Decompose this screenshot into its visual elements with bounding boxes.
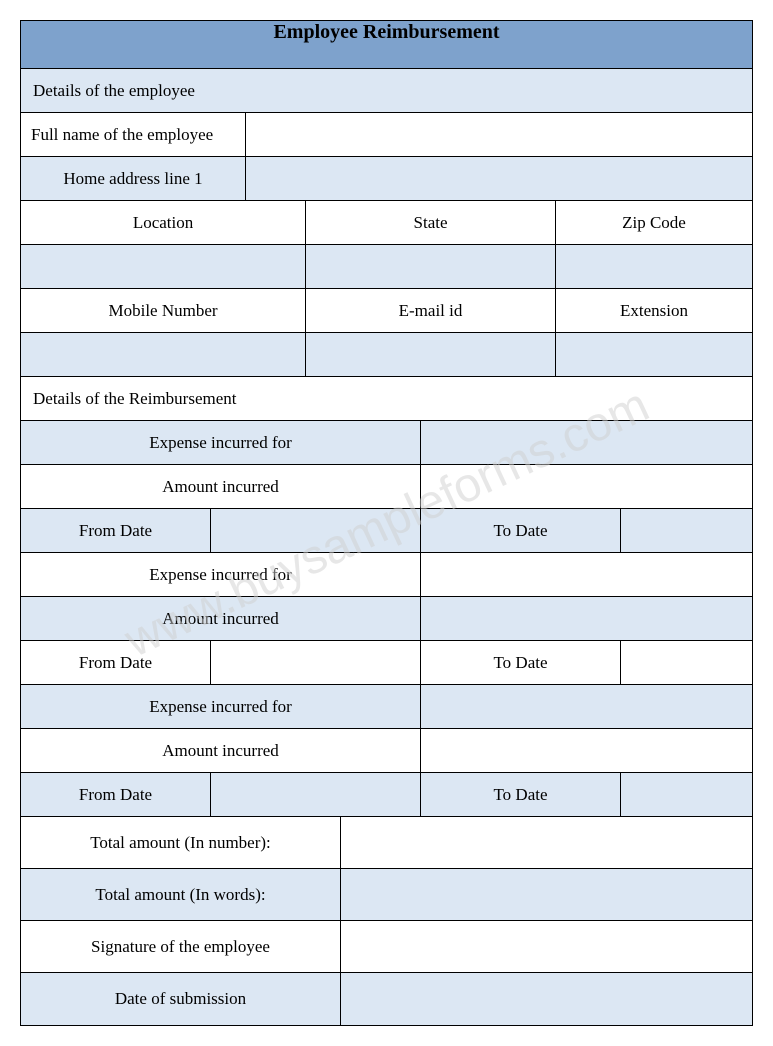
- total-words-input[interactable]: [341, 869, 752, 920]
- ext-label: Extension: [556, 289, 752, 332]
- expense2-label-row: Expense incurred for: [21, 553, 752, 597]
- dates1-row: From Date To Date: [21, 509, 752, 553]
- email-label: E-mail id: [306, 289, 556, 332]
- expense3-input[interactable]: [421, 685, 752, 728]
- ext-input[interactable]: [556, 333, 752, 376]
- address-input[interactable]: [246, 157, 752, 200]
- from-date3-input[interactable]: [211, 773, 421, 816]
- to-date3-input[interactable]: [621, 773, 752, 816]
- address-label: Home address line 1: [21, 157, 246, 200]
- form-title: Employee Reimbursement: [273, 21, 499, 68]
- full-name-input[interactable]: [246, 113, 752, 156]
- signature-input[interactable]: [341, 921, 752, 972]
- amount1-label: Amount incurred: [21, 465, 421, 508]
- reimbursement-details-header: Details of the Reimbursement: [21, 377, 752, 421]
- dates2-row: From Date To Date: [21, 641, 752, 685]
- employee-details-label: Details of the employee: [33, 81, 195, 101]
- amount3-label: Amount incurred: [21, 729, 421, 772]
- email-input[interactable]: [306, 333, 556, 376]
- form-title-row: Employee Reimbursement: [21, 21, 752, 69]
- from-date3-label: From Date: [21, 773, 211, 816]
- to-date3-label: To Date: [421, 773, 621, 816]
- expense2-input[interactable]: [421, 553, 752, 596]
- amount3-input[interactable]: [421, 729, 752, 772]
- total-number-row: Total amount (In number):: [21, 817, 752, 869]
- full-name-row: Full name of the employee: [21, 113, 752, 157]
- total-number-label: Total amount (In number):: [21, 817, 341, 868]
- total-number-input[interactable]: [341, 817, 752, 868]
- date-submission-row: Date of submission: [21, 973, 752, 1025]
- amount2-input[interactable]: [421, 597, 752, 640]
- amount2-label-row: Amount incurred: [21, 597, 752, 641]
- contact-labels-row: Mobile Number E-mail id Extension: [21, 289, 752, 333]
- to-date2-input[interactable]: [621, 641, 752, 684]
- zip-input[interactable]: [556, 245, 752, 288]
- expense1-label: Expense incurred for: [21, 421, 421, 464]
- employee-details-header: Details of the employee: [21, 69, 752, 113]
- to-date1-label: To Date: [421, 509, 621, 552]
- location-label: Location: [21, 201, 306, 244]
- full-name-label: Full name of the employee: [21, 113, 246, 156]
- signature-row: Signature of the employee: [21, 921, 752, 973]
- reimbursement-details-label: Details of the Reimbursement: [33, 389, 236, 409]
- expense2-label: Expense incurred for: [21, 553, 421, 596]
- location-inputs-row: [21, 245, 752, 289]
- mobile-input[interactable]: [21, 333, 306, 376]
- amount1-input[interactable]: [421, 465, 752, 508]
- location-input[interactable]: [21, 245, 306, 288]
- from-date1-label: From Date: [21, 509, 211, 552]
- expense3-label: Expense incurred for: [21, 685, 421, 728]
- from-date2-label: From Date: [21, 641, 211, 684]
- expense1-input[interactable]: [421, 421, 752, 464]
- date-submission-label: Date of submission: [21, 973, 341, 1025]
- amount2-label: Amount incurred: [21, 597, 421, 640]
- zip-label: Zip Code: [556, 201, 752, 244]
- from-date2-input[interactable]: [211, 641, 421, 684]
- from-date1-input[interactable]: [211, 509, 421, 552]
- date-submission-input[interactable]: [341, 973, 752, 1025]
- amount3-label-row: Amount incurred: [21, 729, 752, 773]
- to-date2-label: To Date: [421, 641, 621, 684]
- dates3-row: From Date To Date: [21, 773, 752, 817]
- to-date1-input[interactable]: [621, 509, 752, 552]
- reimbursement-form: www.buysampleforms.com Employee Reimburs…: [20, 20, 753, 1026]
- total-words-label: Total amount (In words):: [21, 869, 341, 920]
- expense3-label-row: Expense incurred for: [21, 685, 752, 729]
- address-row: Home address line 1: [21, 157, 752, 201]
- mobile-label: Mobile Number: [21, 289, 306, 332]
- expense1-label-row: Expense incurred for: [21, 421, 752, 465]
- state-input[interactable]: [306, 245, 556, 288]
- contact-inputs-row: [21, 333, 752, 377]
- location-labels-row: Location State Zip Code: [21, 201, 752, 245]
- state-label: State: [306, 201, 556, 244]
- total-words-row: Total amount (In words):: [21, 869, 752, 921]
- signature-label: Signature of the employee: [21, 921, 341, 972]
- amount1-label-row: Amount incurred: [21, 465, 752, 509]
